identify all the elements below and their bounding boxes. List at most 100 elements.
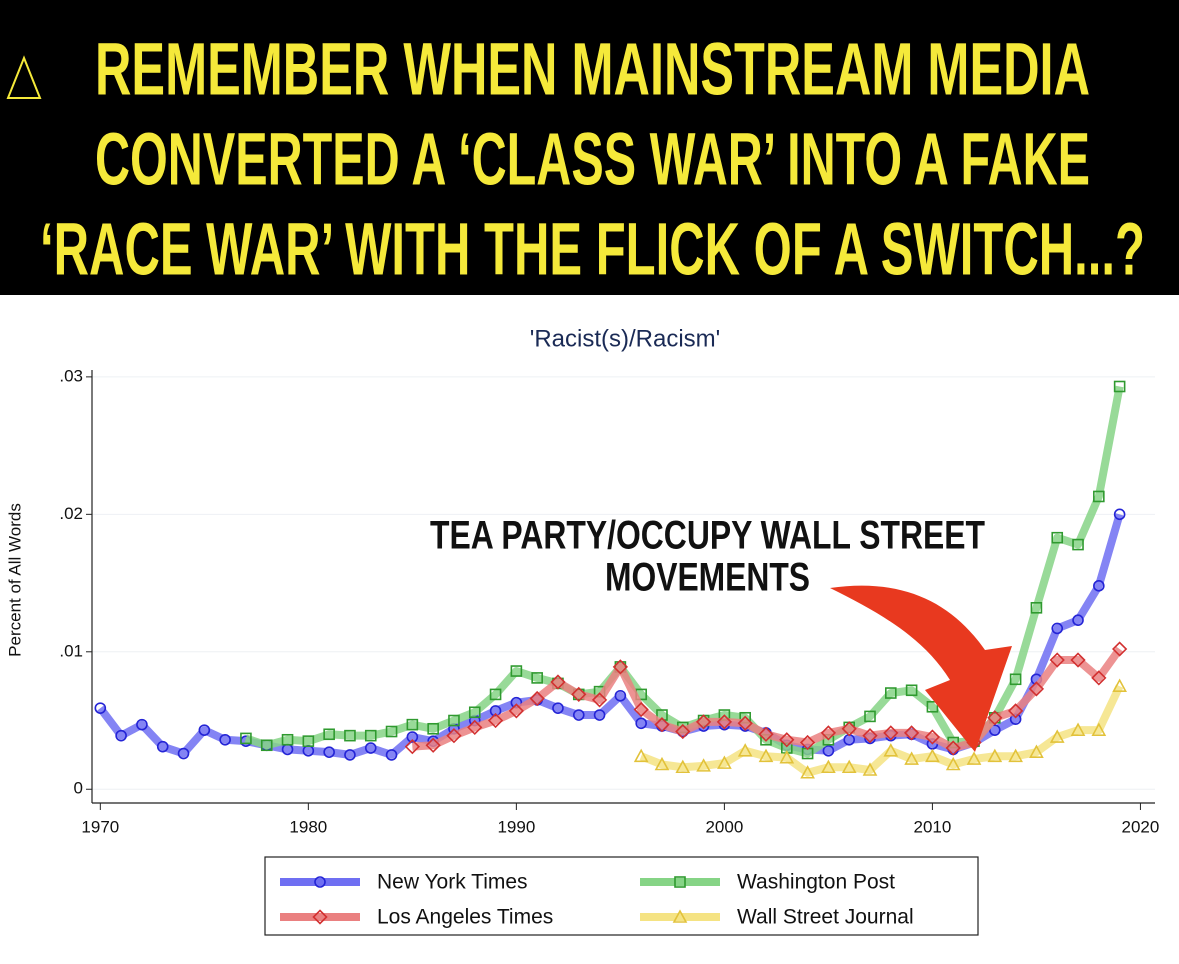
marker [94,702,107,714]
headline: CONVERTED A ‘CLASS WAR’ INTO A FAKE [95,118,1090,201]
marker [302,735,315,747]
marker [885,687,897,699]
marker [799,734,816,751]
marker [572,709,585,721]
marker [529,690,545,707]
marker [312,909,328,925]
marker [1049,729,1065,743]
marker [1070,652,1086,668]
headline: ‘RACE WAR’ WITH THE FLICK OF A SWITCH...… [40,208,1145,291]
legend [264,856,979,936]
series-line [412,646,1123,753]
marker [903,725,920,741]
marker [487,712,504,729]
marker [1049,652,1065,668]
marker [156,740,169,753]
marker [717,755,732,769]
marker [633,701,649,718]
marker [344,729,356,742]
marker [1072,538,1084,551]
marker [925,748,940,763]
marker [550,674,566,690]
x-tick-label: 2020 [1122,817,1160,836]
y-tick-label: .02 [59,504,83,523]
header-band [0,0,1179,295]
marker [862,728,878,744]
marker [281,733,294,746]
marker [240,732,252,745]
marker [987,748,1003,763]
marker [696,758,711,772]
marker [489,688,502,701]
legend-label: Washington Post [737,871,895,894]
marker [552,702,564,714]
marker [821,759,836,774]
marker [612,659,629,675]
marker [614,689,627,702]
marker [758,748,774,763]
marker [841,721,857,737]
marker [510,665,523,677]
marker [862,762,878,776]
marker [406,731,419,743]
marker [800,765,815,779]
marker [654,717,670,733]
marker [737,743,753,757]
x-tick-label: 1990 [497,817,535,836]
marker [219,733,231,746]
marker [1113,508,1126,521]
marker [635,717,647,730]
marker [864,710,876,723]
marker [198,724,211,736]
marker [987,710,1003,726]
marker [675,723,691,740]
marker [1051,622,1064,635]
marker [779,749,795,764]
marker [695,714,712,730]
x-tick-label: 2010 [914,817,952,836]
annotation: TEA PARTY/OCCUPY WALL STREET [430,514,985,558]
marker [924,729,941,745]
marker [448,714,460,727]
legend-label: Wall Street Journal [737,906,914,929]
marker [654,756,670,771]
marker [883,743,899,757]
marker [779,732,795,748]
marker [1029,744,1044,758]
marker [1091,670,1107,686]
marker [593,709,606,721]
marker [674,876,686,888]
marker [571,686,587,703]
marker [323,746,335,758]
marker [905,684,918,697]
y-tick-label: .03 [59,366,83,385]
plot: 0 .01 .02 .03 1970 1980 1990 2000 2010 2020 [59,366,1159,836]
marker [1091,722,1107,736]
marker [904,751,919,765]
marker [344,749,356,761]
marker [446,728,462,744]
marker [314,876,326,888]
marker [177,747,190,760]
marker [467,719,483,736]
marker [1112,641,1128,657]
marker [427,722,439,735]
marker [926,700,939,713]
y-tick-label: 0 [74,779,83,798]
marker [820,725,837,741]
marker [531,672,543,684]
marker [1009,673,1022,686]
marker [1093,490,1105,503]
marker [675,759,691,774]
chart-title: 'Racist(s)/Racism' [530,325,721,352]
marker [672,909,688,923]
marker [1112,678,1127,692]
marker [364,729,377,742]
y-axis-label: Percent of All Words [5,503,24,657]
legend-label: Los Angeles Times [377,906,553,929]
marker [1007,703,1024,719]
marker [364,742,377,754]
warning-icon [6,55,42,99]
marker [1072,614,1084,626]
